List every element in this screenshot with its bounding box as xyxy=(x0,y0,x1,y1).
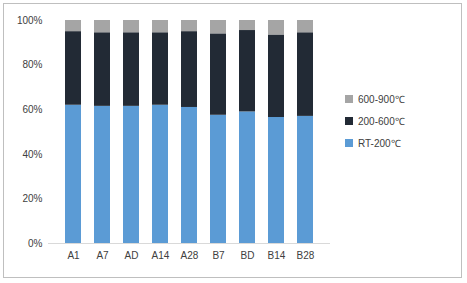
svg-text:A28: A28 xyxy=(181,250,199,261)
svg-text:BD: BD xyxy=(241,250,255,261)
html-text:600-900℃: 600-900℃ xyxy=(358,94,405,105)
svg-text:0%: 0% xyxy=(28,238,43,249)
svg-text:B14: B14 xyxy=(268,250,286,261)
svg-text:60%: 60% xyxy=(22,104,42,115)
html-text:RT-200℃: RT-200℃ xyxy=(358,138,401,149)
svg-text:B7: B7 xyxy=(212,250,225,261)
svg-text:40%: 40% xyxy=(22,149,42,160)
svg-text:B28: B28 xyxy=(297,250,315,261)
html-text:200-600℃: 200-600℃ xyxy=(358,116,405,127)
svg-text:100%: 100% xyxy=(17,15,43,26)
svg-text:A7: A7 xyxy=(96,250,109,261)
svg-text:AD: AD xyxy=(125,250,139,261)
svg-text:A14: A14 xyxy=(152,250,170,261)
svg-text:80%: 80% xyxy=(22,59,42,70)
svg-text:20%: 20% xyxy=(22,193,42,204)
svg-text:A1: A1 xyxy=(67,250,80,261)
